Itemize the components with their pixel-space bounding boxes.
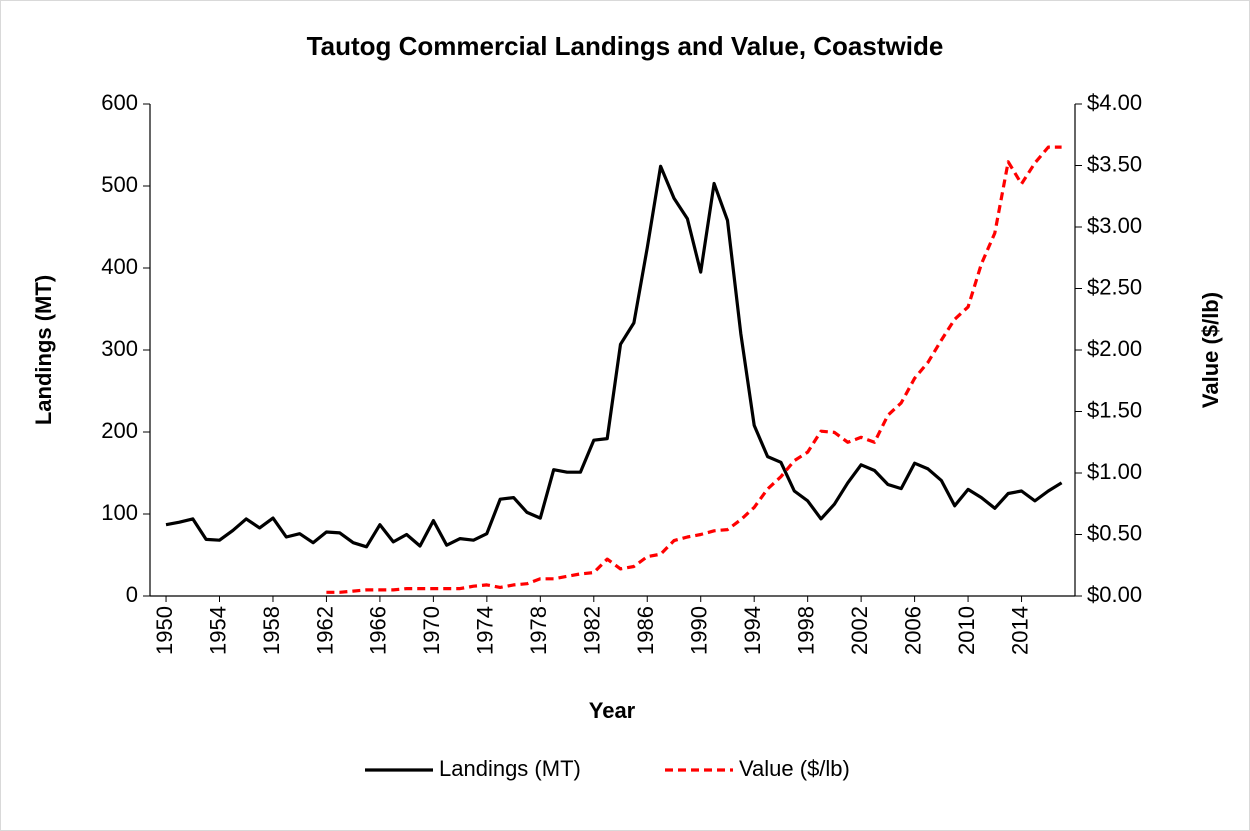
x-tick-label: 1966 xyxy=(366,606,391,655)
y2-tick-label: $2.00 xyxy=(1087,336,1142,361)
x-tick-label: 1986 xyxy=(633,606,658,655)
x-tick-label: 2014 xyxy=(1007,606,1032,655)
y2-tick-label: $3.50 xyxy=(1087,151,1142,176)
x-tick-label: 2002 xyxy=(847,606,872,655)
y-tick-label: 500 xyxy=(101,172,138,197)
x-tick-label: 1998 xyxy=(793,606,818,655)
x-tick-label: 2006 xyxy=(900,606,925,655)
y2-tick-label: $0.00 xyxy=(1087,582,1142,607)
x-tick-label: 1978 xyxy=(526,606,551,655)
y2-tick-label: $4.00 xyxy=(1087,90,1142,115)
x-tick-label: 1962 xyxy=(312,606,337,655)
y2-tick-label: $0.50 xyxy=(1087,520,1142,545)
y-axis-label: Landings (MT) xyxy=(31,275,56,425)
x-tick-label: 1950 xyxy=(152,606,177,655)
y-tick-label: 600 xyxy=(101,90,138,115)
y-tick-label: 0 xyxy=(126,582,138,607)
y-tick-label: 200 xyxy=(101,418,138,443)
series-line xyxy=(326,145,1062,594)
x-axis-label: Year xyxy=(589,698,636,723)
x-tick-label: 1970 xyxy=(419,606,444,655)
x-tick-label: 2010 xyxy=(954,606,979,655)
x-tick-label: 1954 xyxy=(205,606,230,655)
y2-tick-label: $1.00 xyxy=(1087,459,1142,484)
series-line xyxy=(165,164,1063,549)
legend-label: Value ($/lb) xyxy=(739,756,850,781)
y-tick-label: 100 xyxy=(101,500,138,525)
y-tick-label: 400 xyxy=(101,254,138,279)
y2-tick-label: $3.00 xyxy=(1087,213,1142,238)
x-tick-label: 1974 xyxy=(473,606,498,655)
chart-title: Tautog Commercial Landings and Value, Co… xyxy=(307,31,944,61)
x-tick-label: 1958 xyxy=(259,606,284,655)
y2-tick-label: $1.50 xyxy=(1087,397,1142,422)
x-tick-label: 1982 xyxy=(580,606,605,655)
x-tick-label: 1994 xyxy=(740,606,765,655)
y2-tick-label: $2.50 xyxy=(1087,274,1142,299)
legend-label: Landings (MT) xyxy=(439,756,581,781)
y-tick-label: 300 xyxy=(101,336,138,361)
x-tick-label: 1990 xyxy=(687,606,712,655)
y2-axis-label: Value ($/lb) xyxy=(1198,292,1223,408)
